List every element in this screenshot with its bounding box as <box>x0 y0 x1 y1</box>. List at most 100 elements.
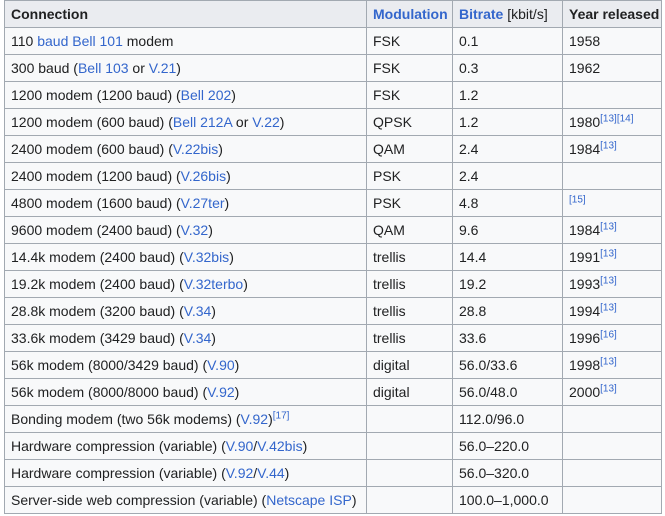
connection-link[interactable]: V.90 <box>207 357 235 373</box>
connection-text: modem <box>122 33 174 49</box>
header-modulation-link[interactable]: Modulation <box>373 6 448 22</box>
table-row: 4800 modem (1600 baud) (V.27ter) PSK 4.8 [1… <box>4 189 662 217</box>
modulation-cell: digital <box>366 378 453 406</box>
connection-link[interactable]: Bell 202 <box>180 87 232 103</box>
modulation-cell: trellis <box>366 243 453 271</box>
connection-text: ) <box>268 411 273 427</box>
connection-link[interactable]: V.26bis <box>180 168 227 184</box>
connection-cell: Hardware compression (variable) (V.92/V.… <box>4 459 367 487</box>
citation-ref[interactable]: [13] <box>600 275 617 287</box>
connection-link[interactable]: V.90 <box>225 438 254 454</box>
header-modulation: Modulation <box>366 0 453 28</box>
connection-text: 9600 modem (2400 baud) ( <box>11 222 181 238</box>
citation-ref[interactable]: [13] <box>600 221 617 233</box>
modulation-cell <box>366 486 453 514</box>
citation-ref[interactable]: [13] <box>600 248 617 260</box>
year-value: 1991 <box>569 249 601 265</box>
connection-text: ) <box>231 87 236 103</box>
connection-link[interactable]: V.27ter <box>180 195 225 211</box>
citation-ref[interactable]: [17] <box>272 410 290 422</box>
header-bitrate-unit: [kbit/s] <box>503 6 548 22</box>
table-row: Hardware compression (variable) (V.90/V.… <box>4 432 662 460</box>
year-cell <box>562 459 662 487</box>
connection-text: ) <box>176 60 181 76</box>
connection-link[interactable]: V.92 <box>240 411 269 427</box>
bitrate-cell: 0.1 <box>452 27 563 55</box>
connection-link[interactable]: V.32terbo <box>183 276 244 292</box>
connection-cell: Server-side web compression (variable) (… <box>4 486 367 514</box>
citation-ref[interactable]: [13] <box>600 113 617 125</box>
connection-link[interactable]: V.44 <box>257 465 285 481</box>
citation-ref[interactable]: [13] <box>600 302 617 314</box>
citation-ref[interactable]: [13] <box>600 383 617 395</box>
bitrate-cell: 0.3 <box>452 54 563 82</box>
connection-text: 56k modem (8000/8000 baud) ( <box>11 384 208 400</box>
citation-ref[interactable]: [16] <box>600 329 617 341</box>
year-cell: 1991[13] <box>562 243 662 271</box>
header-year-label: Year released <box>569 6 660 22</box>
citation-ref[interactable]: [15] <box>569 194 586 206</box>
connection-cell: 1200 modem (600 baud) (Bell 212A or V.22… <box>4 108 367 136</box>
header-row: Connection Modulation Bitrate [kbit/s] Y… <box>4 0 662 28</box>
connection-link[interactable]: Bell 103 <box>77 60 129 76</box>
table-row: Server-side web compression (variable) (… <box>4 486 662 514</box>
connection-link[interactable]: V.42bis <box>257 438 303 454</box>
connection-link[interactable]: Netscape ISP <box>266 492 352 508</box>
modulation-cell: QAM <box>366 135 453 163</box>
citation-ref[interactable]: [14] <box>616 113 634 125</box>
bitrate-cell: 56.0/33.6 <box>452 351 563 379</box>
connection-cell: 28.8k modem (3200 baud) (V.34) <box>4 297 367 325</box>
header-year: Year released <box>562 0 662 28</box>
connection-link[interactable]: V.92 <box>225 465 254 481</box>
table-row: 2400 modem (600 baud) (V.22bis) QAM 2.4 198… <box>4 135 662 163</box>
table-row: 1200 modem (1200 baud) (Bell 202) FSK 1.2 <box>4 81 662 109</box>
connection-link[interactable]: baud <box>37 33 69 49</box>
header-bitrate-link[interactable]: Bitrate <box>459 6 504 22</box>
connection-link[interactable]: V.22bis <box>172 141 219 157</box>
bitrate-cell: 9.6 <box>452 216 563 244</box>
table-row: 14.4k modem (2400 baud) (V.32bis) trellis… <box>4 243 662 271</box>
modulation-cell: PSK <box>366 162 453 190</box>
connection-text: ) <box>211 303 216 319</box>
connection-text: ) <box>302 438 308 454</box>
connection-text: 19.2k modem (2400 baud) ( <box>11 276 184 292</box>
connection-link[interactable]: V.22 <box>252 114 280 130</box>
modulation-cell: FSK <box>366 81 453 109</box>
connection-link[interactable]: V.34 <box>183 330 212 346</box>
connection-link[interactable]: V.32 <box>180 222 209 238</box>
connection-text: 2400 modem (600 baud) ( <box>11 141 173 157</box>
connection-text: 1200 modem (600 baud) ( <box>11 114 173 130</box>
connection-link[interactable]: Bell 212A <box>172 114 233 130</box>
connection-link[interactable]: V.34 <box>183 303 212 319</box>
table-row: 110 baud Bell 101 modem FSK 0.1 1958 <box>4 27 662 55</box>
year-cell: 1996[16] <box>562 324 662 352</box>
connection-cell: Hardware compression (variable) (V.90/V.… <box>4 432 367 460</box>
bitrate-cell: 56.0–220.0 <box>452 432 563 460</box>
connection-text: 4800 modem (1600 baud) ( <box>11 195 181 211</box>
connection-text: ) <box>208 222 213 238</box>
year-value: 1984 <box>569 141 601 157</box>
connection-text: / <box>253 438 258 454</box>
table-row: 33.6k modem (3429 baud) (V.34) trellis 33.… <box>4 324 662 352</box>
table-row: Hardware compression (variable) (V.92/V.… <box>4 459 662 487</box>
bitrate-cell: 100.0–1,000.0 <box>452 486 563 514</box>
year-cell: 1958 <box>562 27 662 55</box>
year-cell <box>562 81 662 109</box>
connection-link[interactable]: V.32bis <box>183 249 230 265</box>
modulation-cell: trellis <box>366 270 453 298</box>
connection-text: or <box>128 60 149 76</box>
citation-ref[interactable]: [13] <box>600 140 617 152</box>
table-row: 28.8k modem (3200 baud) (V.34) trellis 28.… <box>4 297 662 325</box>
connection-link[interactable]: Bell 101 <box>72 33 123 49</box>
modulation-cell: trellis <box>366 324 453 352</box>
connection-text: Bonding modem (two 56k modems) ( <box>11 411 241 427</box>
citation-ref[interactable]: [13] <box>600 356 617 368</box>
header-connection-label: Connection <box>11 6 88 22</box>
connection-link[interactable]: V.92 <box>207 384 235 400</box>
connection-link[interactable]: V.21 <box>148 60 177 76</box>
year-value: 1958 <box>569 33 601 49</box>
year-value: 1998 <box>569 357 601 373</box>
connection-cell: 110 baud Bell 101 modem <box>4 27 367 55</box>
year-value: 1962 <box>569 60 601 76</box>
bitrate-cell: 33.6 <box>452 324 563 352</box>
